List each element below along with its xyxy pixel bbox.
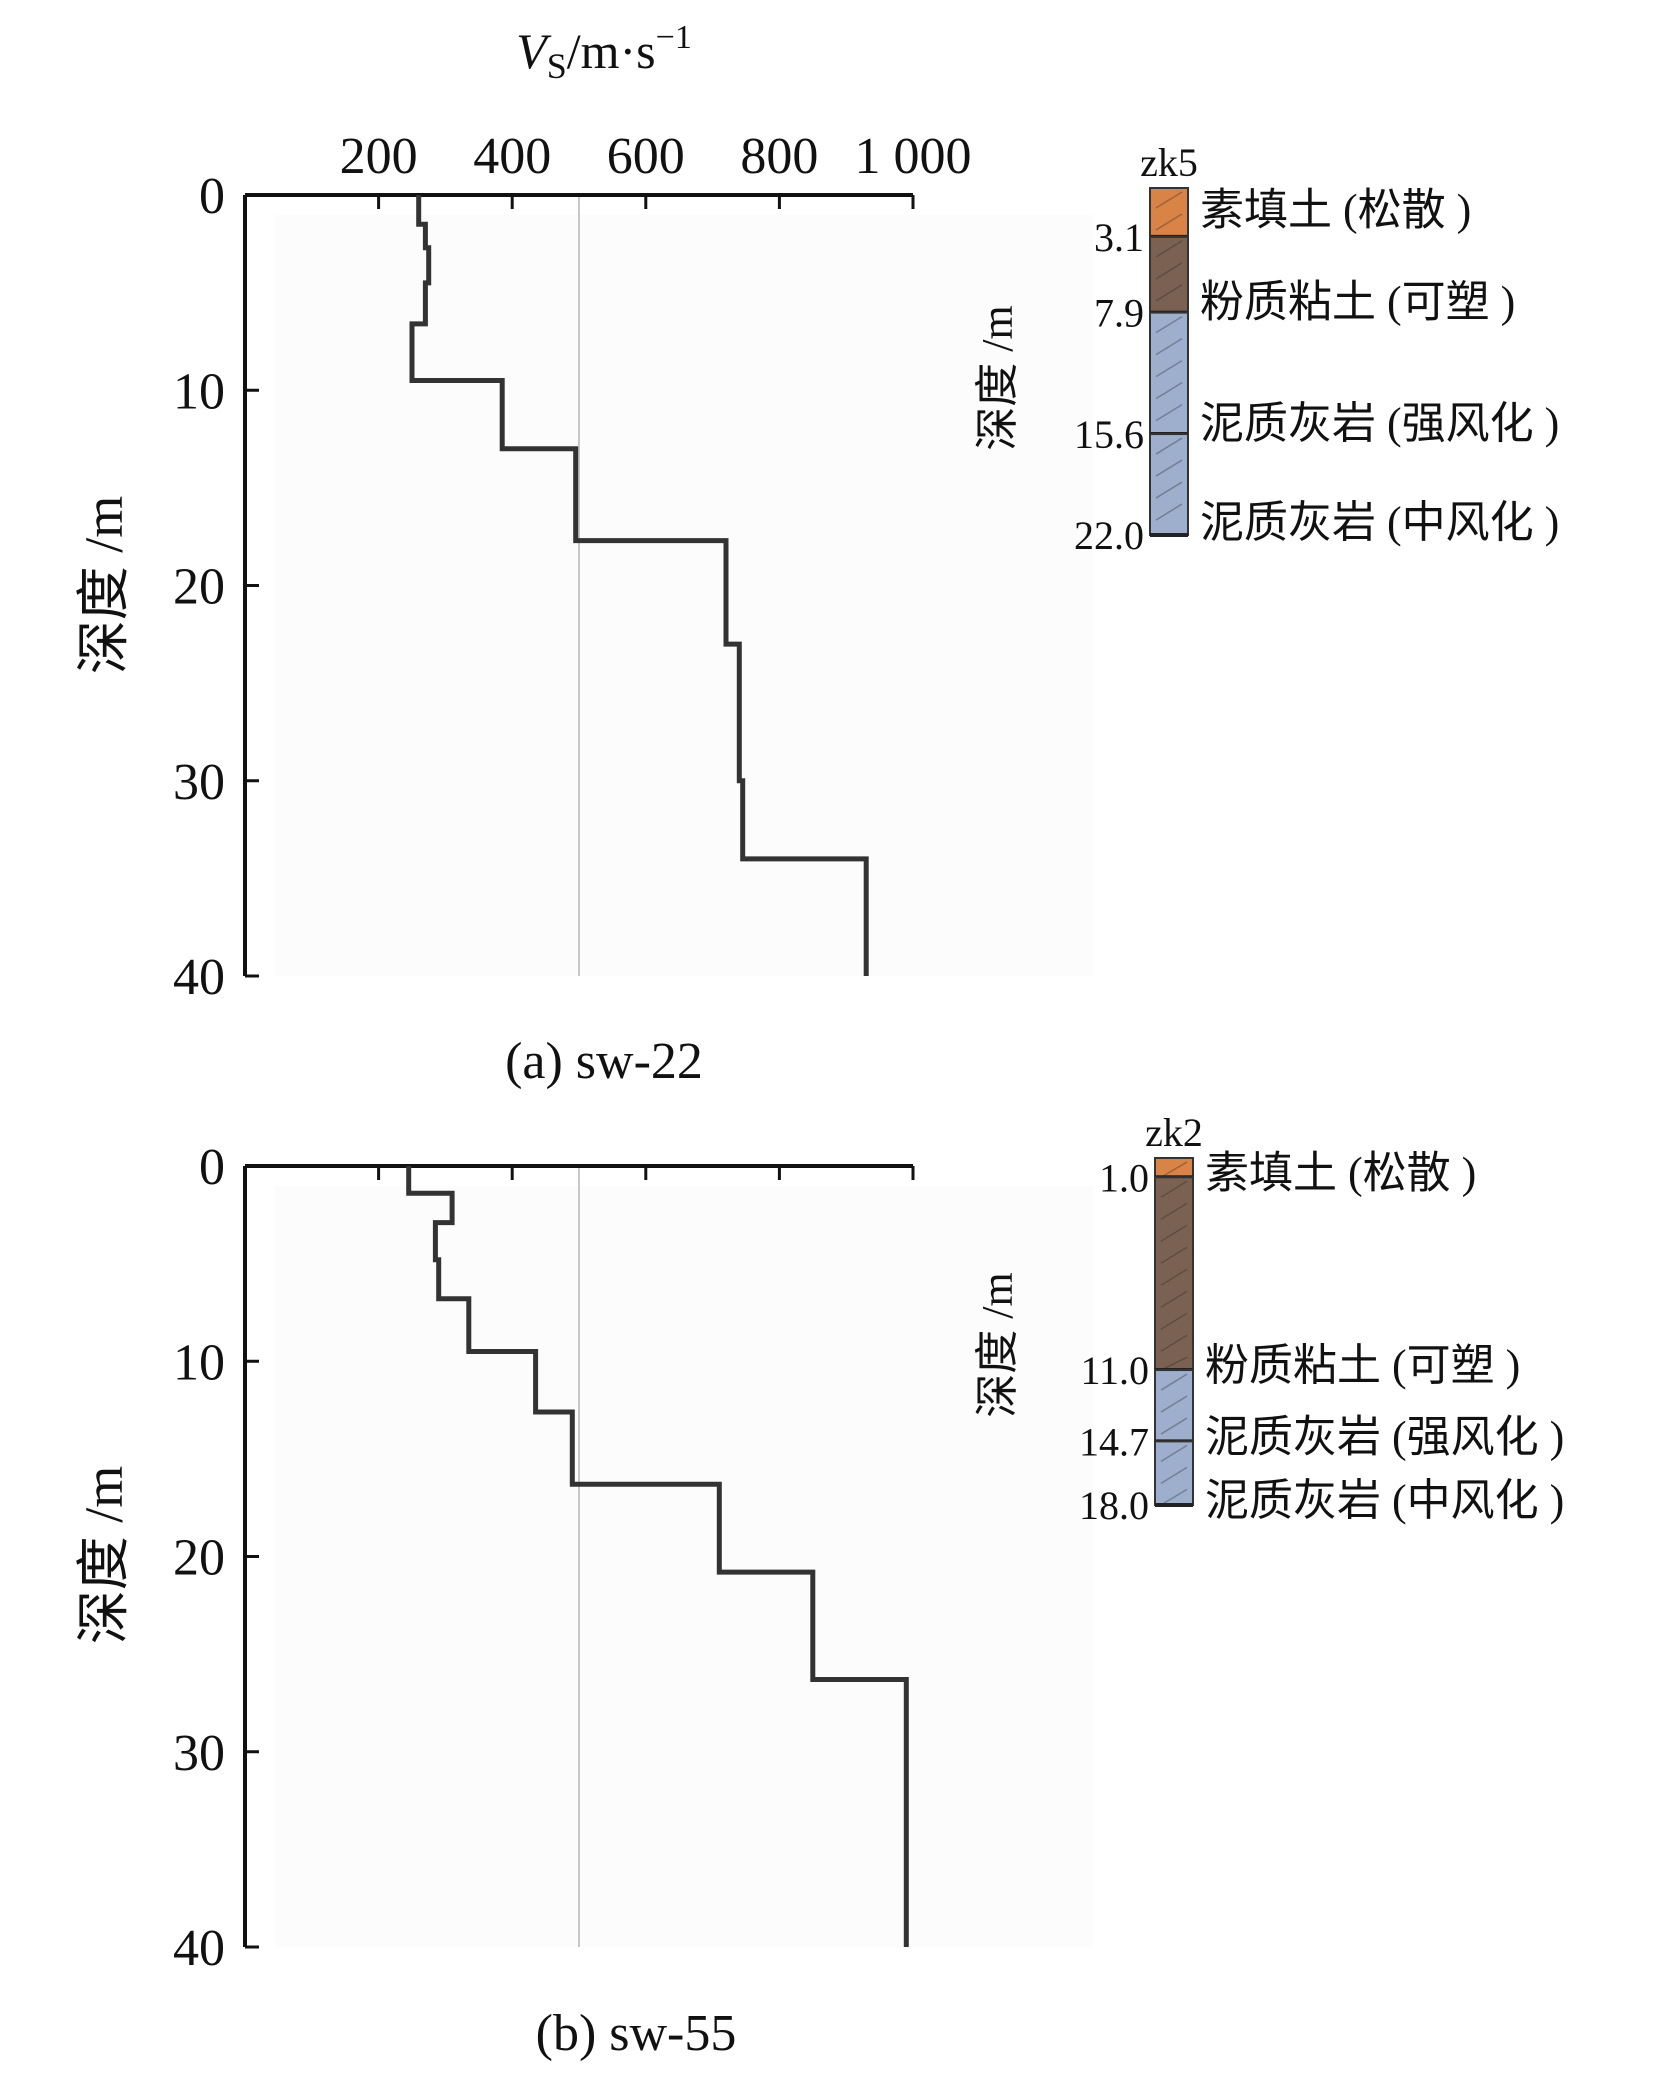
layer-hatch bbox=[1155, 337, 1183, 356]
x-axis-exponent: −1 bbox=[656, 19, 692, 56]
layer-label: 泥质灰岩 (中风化 ) bbox=[1205, 1476, 1564, 1525]
layer-label: 泥质灰岩 (强风化 ) bbox=[1205, 1412, 1564, 1461]
x-axis-subscript: S bbox=[547, 46, 567, 86]
layer-hatch bbox=[1155, 191, 1183, 209]
vs-profile-line bbox=[409, 195, 869, 976]
caption-a: (a) sw-22 bbox=[505, 1033, 703, 1090]
layer-label: 泥质灰岩 (强风化 ) bbox=[1200, 399, 1559, 448]
x-tick-label: 800 bbox=[740, 128, 818, 185]
plot-background bbox=[275, 1186, 1093, 1947]
layer-label: 素填土 (松散 ) bbox=[1200, 185, 1471, 234]
layer-hatch bbox=[1155, 481, 1183, 499]
layer-hatch bbox=[1155, 240, 1183, 258]
x-axis-unit: /m·s bbox=[567, 23, 656, 79]
layer-depth-label: 22.0 bbox=[1074, 513, 1144, 558]
x-tick-label: 200 bbox=[340, 128, 418, 185]
layer-hatch bbox=[1155, 403, 1183, 422]
layer-hatch bbox=[1160, 1395, 1188, 1413]
layer-depth-label: 7.9 bbox=[1094, 291, 1144, 336]
borehole-layer bbox=[1154, 1440, 1194, 1506]
y-tick-label: 10 bbox=[173, 363, 225, 420]
x-axis-title: VS/m·s−1 bbox=[516, 19, 692, 86]
layer-hatch bbox=[1160, 1417, 1188, 1435]
layer-label: 泥质灰岩 (中风化 ) bbox=[1200, 498, 1559, 547]
layer-hatch bbox=[1155, 359, 1183, 378]
x-tick-label: 400 bbox=[473, 128, 551, 185]
vs-profile-line bbox=[406, 1166, 909, 1947]
caption-b: (b) sw-55 bbox=[536, 2005, 737, 2062]
layer-hatch bbox=[1160, 1224, 1188, 1242]
y-tick-label: 40 bbox=[173, 949, 225, 1006]
layer-hatch bbox=[1160, 1444, 1188, 1463]
y-tick-label: 30 bbox=[173, 754, 225, 811]
layer-hatch bbox=[1155, 213, 1183, 231]
borehole-layer bbox=[1149, 433, 1189, 536]
layer-hatch bbox=[1155, 503, 1183, 521]
layer-hatch bbox=[1160, 1356, 1188, 1371]
y-tick-label: 20 bbox=[173, 559, 225, 616]
borehole-layer bbox=[1149, 311, 1189, 436]
layer-hatch bbox=[1160, 1161, 1188, 1178]
y-tick-label: 20 bbox=[173, 1530, 225, 1587]
layer-depth-label: 14.7 bbox=[1079, 1419, 1149, 1464]
y-tick-label: 0 bbox=[199, 168, 225, 225]
layer-label: 素填土 (松散 ) bbox=[1205, 1148, 1476, 1197]
y-tick-label: 40 bbox=[173, 1920, 225, 1977]
y-tick-label: 30 bbox=[173, 1725, 225, 1782]
layer-hatch bbox=[1155, 284, 1183, 302]
panel-a: 200 400 600 800 1 000 0 10 20 30 40 zk5 3.1 素填土 (松散 … bbox=[173, 128, 1559, 1006]
layer-hatch bbox=[1160, 1312, 1188, 1330]
borehole-layer bbox=[1154, 1369, 1194, 1443]
borehole-name: zk2 bbox=[1145, 1110, 1203, 1155]
y-axis-title-b: 深度 /m bbox=[74, 1466, 134, 1645]
layer-hatch bbox=[1155, 315, 1183, 334]
layer-hatch bbox=[1155, 459, 1183, 477]
borehole-layer bbox=[1149, 187, 1189, 238]
layer-depth-label: 18.0 bbox=[1079, 1483, 1149, 1528]
layer-depth-label: 3.1 bbox=[1094, 215, 1144, 260]
layer-depth-label: 11.0 bbox=[1080, 1348, 1149, 1393]
layer-hatch bbox=[1160, 1246, 1188, 1264]
layer-depth-label: 1.0 bbox=[1099, 1155, 1149, 1200]
layer-hatch bbox=[1155, 262, 1183, 280]
borehole-name: zk5 bbox=[1140, 140, 1198, 185]
layer-hatch bbox=[1160, 1202, 1188, 1220]
layer-hatch bbox=[1160, 1488, 1188, 1506]
layer-hatch bbox=[1160, 1290, 1188, 1308]
layer-label: 粉质粘土 (可塑 ) bbox=[1200, 278, 1515, 327]
layer-hatch bbox=[1160, 1373, 1188, 1391]
layer-hatch bbox=[1160, 1268, 1188, 1286]
plot-background bbox=[275, 215, 1093, 976]
borehole-layer bbox=[1154, 1176, 1194, 1372]
y-tick-label: 10 bbox=[173, 1334, 225, 1391]
layer-hatch bbox=[1155, 381, 1183, 400]
y-tick-label: 0 bbox=[199, 1139, 225, 1196]
borehole-depth-title-b: 深度 /m bbox=[973, 1272, 1022, 1417]
y-axis-title-a: 深度 /m bbox=[74, 496, 134, 675]
layer-hatch bbox=[1160, 1180, 1188, 1198]
layer-hatch bbox=[1155, 437, 1183, 455]
x-tick-label: 1 000 bbox=[855, 128, 972, 185]
layer-label: 粉质粘土 (可塑 ) bbox=[1205, 1341, 1520, 1390]
layer-depth-label: 15.6 bbox=[1074, 412, 1144, 457]
borehole-layer bbox=[1154, 1157, 1194, 1179]
x-axis-symbol: V bbox=[516, 23, 552, 79]
layer-hatch bbox=[1160, 1466, 1188, 1485]
layer-hatch bbox=[1160, 1334, 1188, 1352]
borehole-depth-title-a: 深度 /m bbox=[973, 305, 1022, 450]
x-tick-label: 600 bbox=[607, 128, 685, 185]
